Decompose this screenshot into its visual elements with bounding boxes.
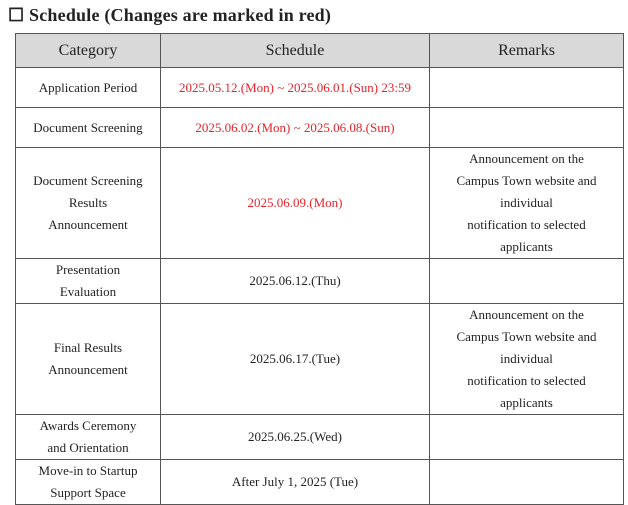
remarks-line: applicants (500, 395, 553, 410)
category-line: Evaluation (59, 284, 117, 299)
remarks-line: individual (500, 195, 553, 210)
schedule-cell: After July 1, 2025 (Tue) (160, 459, 430, 505)
remarks-line: Announcement on the (469, 151, 584, 166)
category-line: Document Screening (33, 119, 143, 135)
table-row: Document Screening 2025.06.02.(Mon) ~ 202… (15, 107, 624, 148)
category-line: Application Period (38, 79, 138, 95)
remarks-cell (429, 459, 624, 505)
remarks-cell (429, 107, 624, 148)
remarks-cell (429, 414, 624, 460)
schedule-cell: 2025.06.09.(Mon) (160, 147, 430, 259)
category-cell: Final Results Announcement (15, 303, 161, 415)
category-line: Announcement (48, 362, 128, 377)
category-cell: Document Screening Results Announcement (15, 147, 161, 259)
table-row: Presentation Evaluation 2025.06.12.(Thu) (15, 258, 624, 304)
schedule-cell: 2025.05.12.(Mon) ~ 2025.06.01.(Sun) 23:5… (160, 67, 430, 108)
remarks-line: Campus Town website and (456, 173, 597, 188)
category-line: Awards Ceremony (39, 418, 137, 433)
category-line: Move-in to Startup (38, 463, 138, 478)
table-row: Awards Ceremony and Orientation 2025.06.25… (15, 414, 624, 460)
schedule-cell: 2025.06.25.(Wed) (160, 414, 430, 460)
schedule-cell: 2025.06.12.(Thu) (160, 258, 430, 304)
category-line: Announcement (48, 217, 128, 232)
schedule-cell: 2025.06.17.(Tue) (160, 303, 430, 415)
remarks-cell: Announcement on the Campus Town website a… (429, 147, 624, 259)
category-cell: Awards Ceremony and Orientation (15, 414, 161, 460)
remarks-line: notification to selected (467, 217, 586, 232)
schedule-cell: 2025.06.02.(Mon) ~ 2025.06.08.(Sun) (160, 107, 430, 148)
remarks-line: notification to selected (467, 373, 586, 388)
category-line: and Orientation (47, 440, 129, 455)
page: ☐ Schedule (Changes are marked in red) C… (8, 5, 624, 505)
table-body: Application Period 2025.05.12.(Mon) ~ 202… (15, 67, 624, 505)
header-cell: Schedule (160, 33, 430, 68)
header-cell: Remarks (429, 33, 624, 68)
category-line: Document Screening (33, 173, 143, 188)
table-row: Final Results Announcement 2025.06.17.(Tue… (15, 303, 624, 415)
category-line: Support Space (50, 485, 126, 500)
remarks-line: Announcement on the (469, 307, 584, 322)
category-cell: Application Period (15, 67, 161, 108)
remarks-cell: Announcement on the Campus Town website a… (429, 303, 624, 415)
table-row: Document Screening Results Announcement 202… (15, 147, 624, 259)
category-cell: Presentation Evaluation (15, 258, 161, 304)
category-cell: Document Screening (15, 107, 161, 148)
remarks-line: individual (500, 351, 553, 366)
schedule-table: Category Schedule Remarks Application Pe… (15, 33, 624, 505)
header-cell: Category (15, 33, 161, 68)
remarks-cell (429, 258, 624, 304)
section-title: ☐ Schedule (Changes are marked in red) (8, 5, 332, 25)
remarks-cell (429, 67, 624, 108)
remarks-line: Campus Town website and (456, 329, 597, 344)
category-line: Results (68, 195, 108, 210)
category-cell: Move-in to Startup Support Space (15, 459, 161, 505)
category-line: Presentation (55, 262, 121, 277)
category-line: Final Results (53, 340, 123, 355)
table-row: Move-in to Startup Support Space After Jul… (15, 459, 624, 505)
table-row: Application Period 2025.05.12.(Mon) ~ 202… (15, 67, 624, 108)
header-row: Category Schedule Remarks (15, 33, 624, 68)
remarks-line: applicants (500, 239, 553, 254)
